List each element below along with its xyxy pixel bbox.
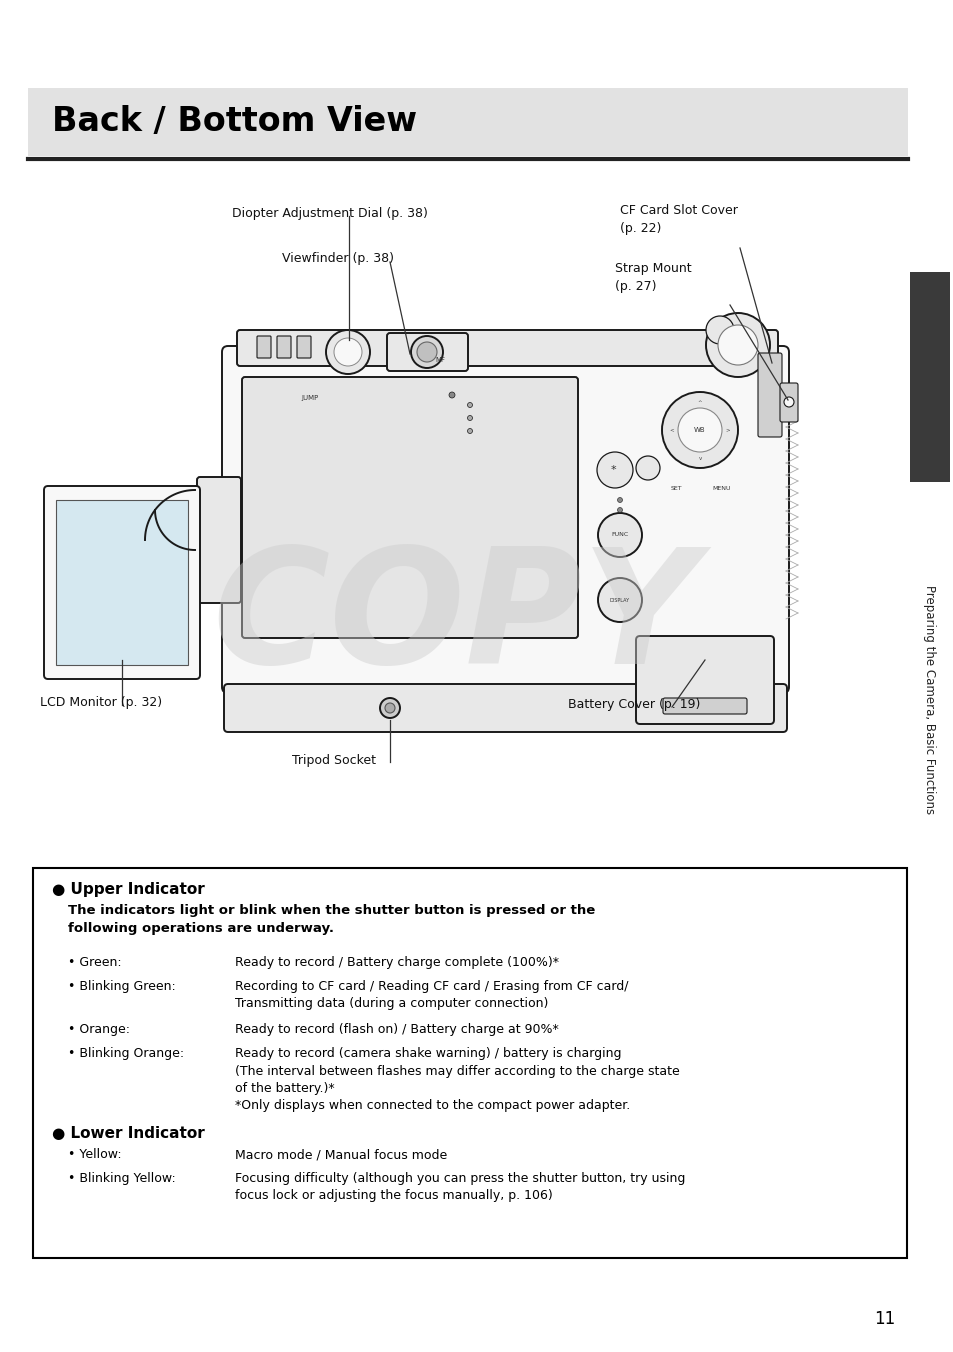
Circle shape: [379, 698, 399, 718]
Text: *: *: [610, 465, 616, 475]
Text: (p. 22): (p. 22): [619, 222, 660, 235]
Circle shape: [678, 408, 721, 452]
Circle shape: [467, 403, 472, 407]
FancyBboxPatch shape: [236, 330, 778, 366]
Circle shape: [416, 342, 436, 362]
Text: JUMP: JUMP: [301, 395, 318, 402]
Circle shape: [449, 392, 455, 397]
Text: Preparing the Camera, Basic Functions: Preparing the Camera, Basic Functions: [923, 585, 936, 814]
Text: v: v: [698, 456, 700, 461]
Circle shape: [326, 330, 370, 375]
Circle shape: [467, 415, 472, 420]
Circle shape: [617, 498, 622, 503]
Circle shape: [617, 507, 622, 512]
Text: The indicators light or blink when the shutter button is pressed or the
followin: The indicators light or blink when the s…: [68, 904, 595, 936]
Text: Viewfinder (p. 38): Viewfinder (p. 38): [282, 251, 394, 265]
Text: DISPLAY: DISPLAY: [609, 598, 629, 603]
Text: Tripod Socket: Tripod Socket: [292, 754, 375, 767]
Text: Diopter Adjustment Dial (p. 38): Diopter Adjustment Dial (p. 38): [232, 207, 428, 220]
Text: ● Upper Indicator: ● Upper Indicator: [52, 882, 205, 896]
FancyBboxPatch shape: [44, 485, 200, 679]
Text: FUNC: FUNC: [611, 533, 628, 538]
Text: • Blinking Green:: • Blinking Green:: [68, 980, 175, 992]
FancyBboxPatch shape: [387, 333, 468, 370]
Circle shape: [598, 512, 641, 557]
Circle shape: [597, 452, 633, 488]
FancyBboxPatch shape: [242, 377, 578, 638]
Text: Ready to record (flash on) / Battery charge at 90%*: Ready to record (flash on) / Battery cha…: [234, 1023, 558, 1036]
Text: SET: SET: [670, 485, 681, 491]
Text: MENU: MENU: [712, 485, 731, 491]
Circle shape: [783, 397, 793, 407]
FancyBboxPatch shape: [276, 337, 291, 358]
Circle shape: [467, 429, 472, 434]
Circle shape: [705, 316, 733, 343]
Text: Recording to CF card / Reading CF card / Erasing from CF card/
Transmitting data: Recording to CF card / Reading CF card /…: [234, 980, 628, 1010]
FancyBboxPatch shape: [758, 353, 781, 437]
Text: 11: 11: [873, 1310, 894, 1328]
Text: (p. 27): (p. 27): [615, 280, 656, 293]
Text: Battery Cover (p. 19): Battery Cover (p. 19): [567, 698, 700, 711]
Text: • Blinking Yellow:: • Blinking Yellow:: [68, 1172, 175, 1184]
FancyBboxPatch shape: [56, 500, 188, 665]
FancyBboxPatch shape: [256, 337, 271, 358]
Text: Strap Mount: Strap Mount: [615, 262, 691, 274]
Circle shape: [334, 338, 361, 366]
FancyBboxPatch shape: [296, 337, 311, 358]
Text: • Yellow:: • Yellow:: [68, 1148, 121, 1161]
Circle shape: [385, 703, 395, 713]
Text: LCD Monitor (p. 32): LCD Monitor (p. 32): [40, 696, 162, 708]
Text: • Blinking Orange:: • Blinking Orange:: [68, 1046, 184, 1060]
FancyBboxPatch shape: [224, 684, 786, 731]
Text: ^: ^: [697, 399, 701, 404]
Circle shape: [705, 314, 769, 377]
Text: <: <: [669, 427, 674, 433]
Text: Ready to record / Battery charge complete (100%)*: Ready to record / Battery charge complet…: [234, 956, 558, 969]
Circle shape: [598, 579, 641, 622]
FancyBboxPatch shape: [196, 477, 241, 603]
FancyBboxPatch shape: [28, 88, 907, 155]
FancyBboxPatch shape: [780, 383, 797, 422]
Circle shape: [661, 392, 738, 468]
Circle shape: [718, 324, 758, 365]
Text: CF Card Slot Cover: CF Card Slot Cover: [619, 204, 737, 218]
Text: MF: MF: [435, 357, 444, 362]
FancyBboxPatch shape: [636, 635, 773, 725]
Text: Macro mode / Manual focus mode: Macro mode / Manual focus mode: [234, 1148, 447, 1161]
Text: WB: WB: [694, 427, 705, 433]
Text: Back / Bottom View: Back / Bottom View: [52, 105, 416, 138]
FancyBboxPatch shape: [662, 698, 746, 714]
Circle shape: [636, 456, 659, 480]
Text: • Green:: • Green:: [68, 956, 121, 969]
FancyBboxPatch shape: [222, 346, 788, 694]
FancyBboxPatch shape: [33, 868, 906, 1257]
Circle shape: [411, 337, 442, 368]
FancyBboxPatch shape: [909, 272, 949, 483]
Text: >: >: [725, 427, 730, 433]
Text: ● Lower Indicator: ● Lower Indicator: [52, 1126, 205, 1141]
Text: • Orange:: • Orange:: [68, 1023, 130, 1036]
FancyBboxPatch shape: [907, 0, 953, 1352]
Text: Focusing difficulty (although you can press the shutter button, try using
focus : Focusing difficulty (although you can pr…: [234, 1172, 684, 1202]
Text: Ready to record (camera shake warning) / battery is charging
(The interval betwe: Ready to record (camera shake warning) /…: [234, 1046, 679, 1113]
Text: COPY: COPY: [212, 542, 698, 698]
